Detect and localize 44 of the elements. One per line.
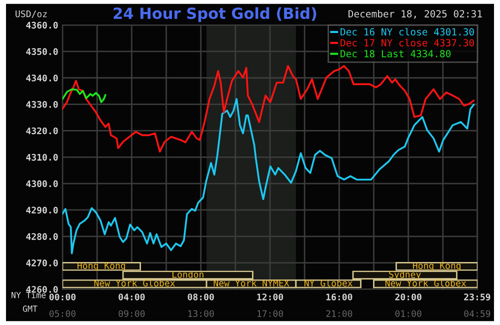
series-label: NY Globex <box>304 279 352 286</box>
y-tick-label: 4290.0 <box>26 206 58 214</box>
x2-tick-label: 05:00 <box>50 310 76 318</box>
line-series <box>62 65 475 152</box>
x-tick-label: 04:00 <box>118 294 145 300</box>
x-tick-label: 12:00 <box>257 294 284 300</box>
y-tick-label: 4280.0 <box>26 233 58 240</box>
y-tick-label: 4360.0 <box>26 22 58 29</box>
x2-tick-label: 09:00 <box>118 310 145 318</box>
y-tick-label: 4260.0 <box>26 286 58 293</box>
x-tick-label: 16:00 <box>326 294 352 300</box>
series-label: Sydney <box>389 270 421 280</box>
chart-title: 24 Hour Spot Gold (Bid) <box>114 7 316 22</box>
x2-tick-label: 21:00 <box>326 310 352 318</box>
y-tick-label: 4330.0 <box>26 101 58 108</box>
x-tick-label: 08:00 <box>188 294 214 300</box>
line-series <box>62 88 106 104</box>
y-tick-label: 4350.0 <box>26 48 58 56</box>
x2-tick-label: 04:59 <box>464 310 490 318</box>
line-series <box>62 98 475 254</box>
y-tick-label: 4310.0 <box>26 154 58 161</box>
series-label: New York NYMEX <box>214 279 290 286</box>
x2-tick-label: 13:00 <box>188 310 214 318</box>
y-tick-label: 4320.0 <box>26 127 58 134</box>
x2-axis-title: GMT <box>22 306 38 312</box>
legend-label: Dec 18 Last 4334.80 <box>340 50 451 58</box>
series-label: London <box>172 270 204 278</box>
series-label: Hong Kong <box>413 262 460 271</box>
chart-subtitle: December 18, 2025 02:31 <box>348 10 482 19</box>
x-tick-label: 20:00 <box>395 294 422 300</box>
series-label: New York Globex <box>385 279 466 286</box>
series-label: Hong Kong <box>78 262 126 271</box>
legend-label: Dec 17 NY close 4337.30 <box>340 38 474 46</box>
x-tick-label: 23:59 <box>464 294 490 300</box>
x-axis-title: NY Time <box>12 292 46 298</box>
legend-label: Dec 16 NY close 4301.30 <box>340 28 474 36</box>
y-tick-label: 4300.0 <box>26 180 58 188</box>
y-tick-label: 4270.0 <box>26 260 58 266</box>
y-axis-title: USD/oz <box>16 10 47 18</box>
y-tick-label: 4340.0 <box>26 74 58 82</box>
x2-tick-label: 17:00 <box>257 310 284 318</box>
series-label: New York Globex <box>94 279 175 286</box>
x2-tick-label: 01:00 <box>395 310 422 318</box>
x-tick-label: 00:00 <box>49 294 76 300</box>
